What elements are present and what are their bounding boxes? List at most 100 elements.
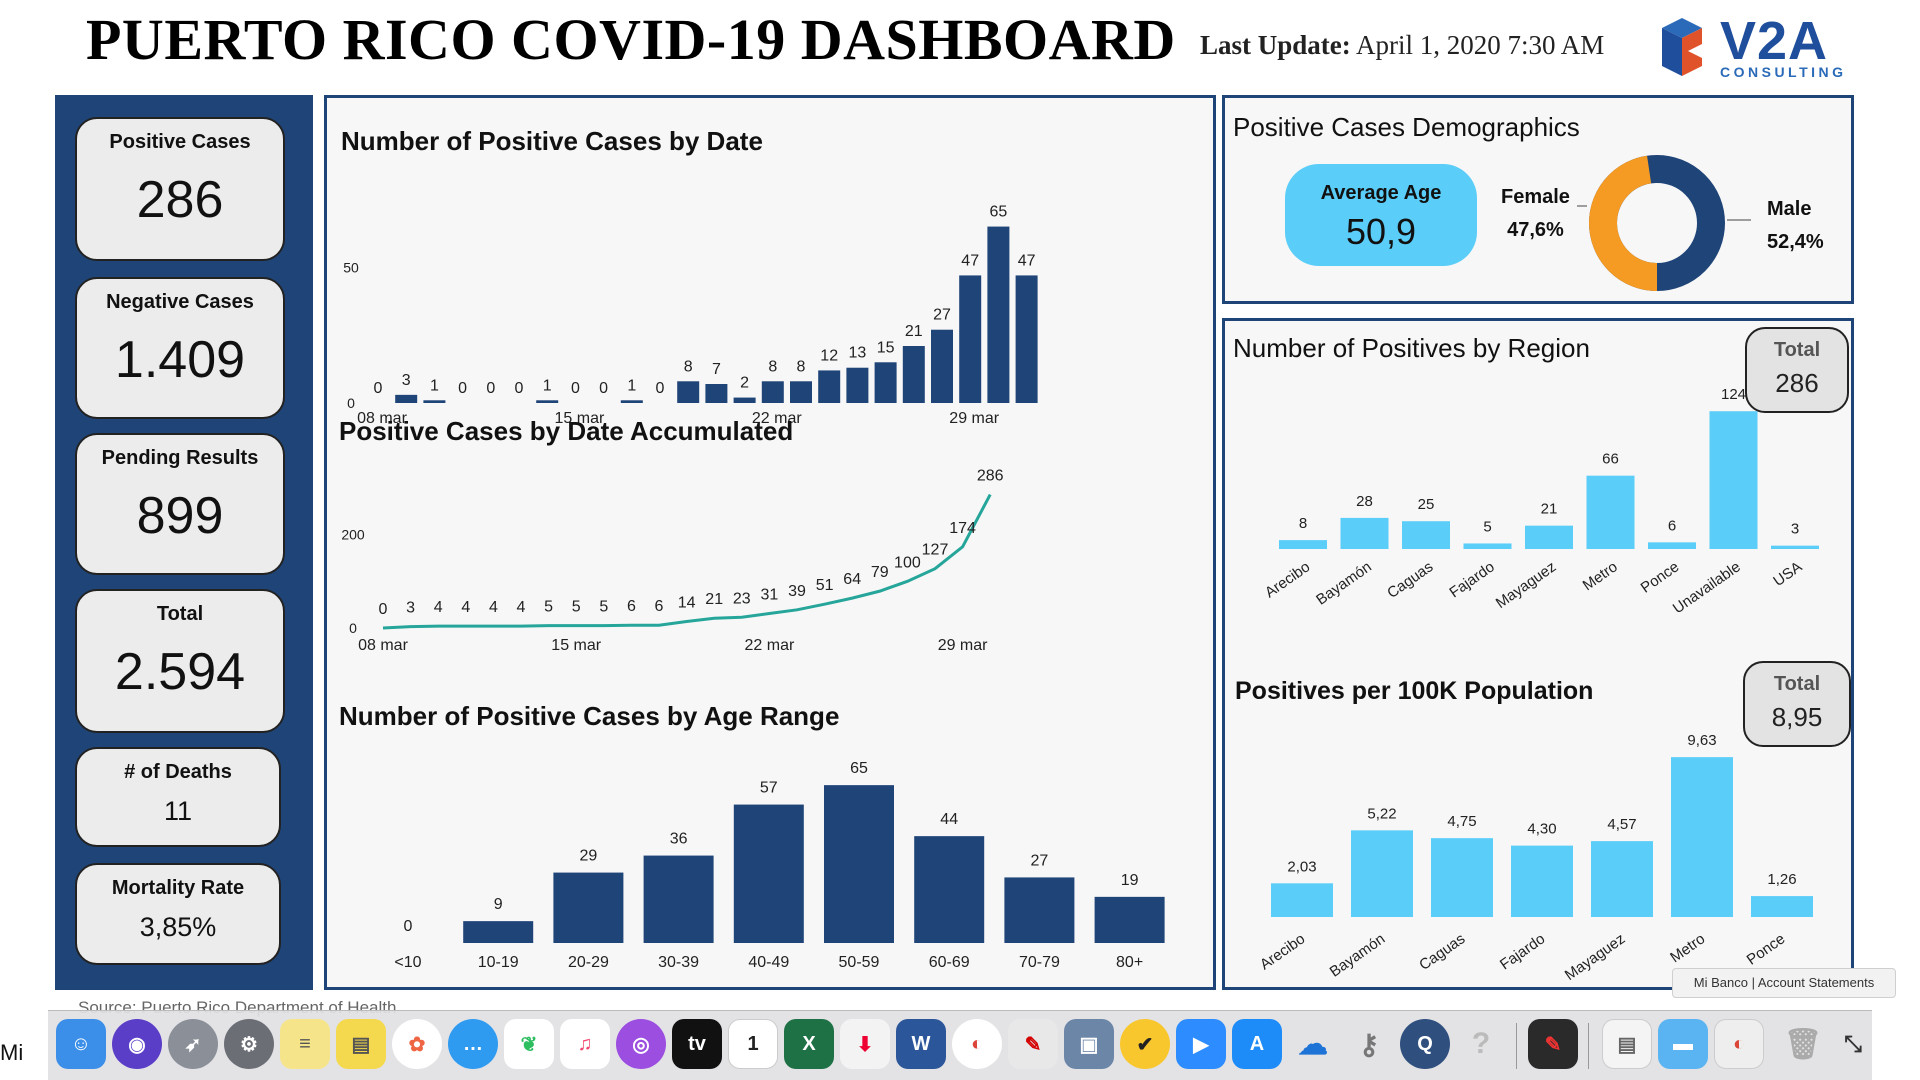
x-tick-label: Bayamón: [1313, 558, 1375, 608]
evernote-icon[interactable]: ❦: [504, 1019, 554, 1069]
by-date-chart: 0 50 0 3 1 0 0 0 1 0 0 1 0 8 7 2 8 8 12 13 15 21 27 47 65 47 08 ma…: [343, 204, 1038, 427]
macos-dock: ☺ ◉ ➶ ⚙ ≡ ▤ ✿ … ❦ ♫ ◎ tv 1 X ⬇ W ◐ ✎ ▣ ✔…: [48, 1010, 1872, 1080]
data-label: 14: [678, 594, 696, 611]
female-legend: Female 47,6%: [1501, 186, 1570, 242]
siri-icon[interactable]: ◉: [112, 1019, 162, 1069]
data-label: 4: [461, 599, 470, 616]
messages-icon[interactable]: …: [448, 1019, 498, 1069]
kpi-total: Total 2.594: [75, 589, 285, 733]
x-tick-label: Bayamón: [1327, 930, 1389, 980]
system-preferences-icon[interactable]: ⚙: [224, 1019, 274, 1069]
per100k-chart: 2,03 Arecibo 5,22 Bayamón 4,75 Caguas 4,30 Faja…: [1257, 732, 1813, 984]
podcasts-icon[interactable]: ◎: [616, 1019, 666, 1069]
bar: [705, 384, 728, 403]
expand-icon[interactable]: ⤡: [1844, 1031, 1862, 1056]
data-label: 4,30: [1527, 821, 1556, 838]
app-store-icon[interactable]: A: [1232, 1019, 1282, 1069]
x-tick-label: Caguas: [1416, 930, 1468, 974]
data-label: 21: [905, 323, 923, 340]
x-tick-label: 08 mar: [357, 410, 407, 427]
preview-icon[interactable]: ▣: [1064, 1019, 1114, 1069]
accum-chart: 0 200 0 3 4 4 4 4 5 5 5 6 6 14 21 23 31 39 51 64 79 100127174…: [341, 468, 1003, 654]
data-label: 66: [1602, 451, 1619, 468]
bar: [846, 367, 869, 403]
kpi-value: 286: [136, 171, 224, 229]
y-tick-label: 0: [347, 395, 355, 411]
data-label: 2,03: [1287, 858, 1316, 875]
age-title: Number of Positive Cases by Age Range: [339, 701, 840, 731]
gender-donut-chart: [1577, 155, 1751, 291]
data-label: 29: [580, 848, 598, 865]
bar: [1648, 542, 1696, 549]
data-label: 12: [820, 347, 838, 364]
bar: [1525, 525, 1573, 549]
installer-icon[interactable]: ⬇: [840, 1019, 890, 1069]
acrobat-icon[interactable]: ✎: [1008, 1019, 1058, 1069]
unknown-app-icon[interactable]: ?: [1471, 1027, 1491, 1060]
bar: [395, 394, 418, 403]
kpi-label: Total: [156, 603, 204, 625]
excel-icon[interactable]: X: [784, 1019, 834, 1069]
document-icon[interactable]: ▤: [1602, 1019, 1652, 1069]
total-value: 8,95: [1771, 702, 1823, 732]
word-icon[interactable]: W: [896, 1019, 946, 1069]
v2a-logo-icon: [1662, 18, 1702, 76]
music-icon[interactable]: ♫: [560, 1019, 610, 1069]
launchpad-icon[interactable]: ➶: [168, 1019, 218, 1069]
finder-icon[interactable]: ☺: [56, 1019, 106, 1069]
notes-icon[interactable]: ≡: [280, 1019, 330, 1069]
apple-tv-icon[interactable]: tv: [672, 1019, 722, 1069]
x-tick-label: 08 mar: [358, 637, 408, 654]
total-label: Total: [1773, 339, 1821, 361]
acrobat-reader-icon[interactable]: ✎: [1528, 1019, 1578, 1069]
kpi-value: 3,85%: [139, 912, 217, 942]
tasks-icon[interactable]: ✔: [1120, 1019, 1170, 1069]
bar: [733, 804, 804, 943]
onedrive-icon[interactable]: ☁: [1298, 1027, 1328, 1061]
data-label: 4,57: [1607, 816, 1636, 833]
keychain-icon[interactable]: ⚷: [1358, 1028, 1380, 1060]
folder-icon[interactable]: ▬: [1658, 1019, 1708, 1069]
data-label: 0: [486, 380, 495, 397]
bar: [1004, 877, 1075, 943]
bar: [1671, 757, 1733, 917]
bar: [677, 381, 700, 403]
x-tick-label: Arecibo: [1262, 558, 1313, 601]
logo-text: V2A: [1720, 11, 1829, 71]
quicktime-icon[interactable]: Q: [1400, 1019, 1450, 1069]
zoom-icon[interactable]: ▶: [1176, 1019, 1226, 1069]
data-label: 51: [816, 577, 834, 594]
bar: [1431, 838, 1493, 917]
trash-icon[interactable]: 🗑: [1783, 1027, 1823, 1061]
region-chart: 8 Arecibo 28 Bayamón 25 Caguas 5 Fajardo 21 Mayag…: [1262, 386, 1819, 617]
data-label: 15: [877, 339, 895, 356]
kpi-label: Pending Results: [101, 447, 259, 469]
kpi-label: Negative Cases: [106, 291, 254, 313]
photos-icon[interactable]: ✿: [392, 1019, 442, 1069]
x-tick-label: <10: [394, 954, 421, 971]
data-label: 21: [705, 591, 723, 608]
data-label: 0: [458, 380, 467, 397]
by-date-title: Number of Positive Cases by Date: [341, 126, 763, 156]
dock-separator: [1516, 1023, 1517, 1069]
chrome-window-icon[interactable]: ◐: [1714, 1019, 1764, 1069]
kpi-label: Positive Cases: [109, 131, 251, 153]
data-label: 7: [712, 361, 721, 378]
avg-age-label: Average Age: [1320, 182, 1442, 204]
bar: [1751, 896, 1813, 917]
bar: [1463, 543, 1512, 549]
kpi-value: 2.594: [114, 643, 246, 701]
bar: [1351, 830, 1413, 917]
chrome-icon[interactable]: ◐: [952, 1019, 1002, 1069]
total-value: 286: [1775, 368, 1819, 398]
data-label: 8: [1299, 515, 1307, 532]
data-label: 3: [406, 600, 415, 617]
data-label: 39: [788, 583, 806, 600]
bar: [1340, 517, 1389, 549]
data-label: 8: [684, 358, 693, 375]
region-total-box: Total 286: [1745, 327, 1849, 413]
data-label: 1,26: [1767, 871, 1796, 888]
stickies-icon[interactable]: ▤: [336, 1019, 386, 1069]
calendar-icon[interactable]: 1: [728, 1019, 778, 1069]
accum-title: Positive Cases by Date Accumulated: [339, 416, 794, 446]
